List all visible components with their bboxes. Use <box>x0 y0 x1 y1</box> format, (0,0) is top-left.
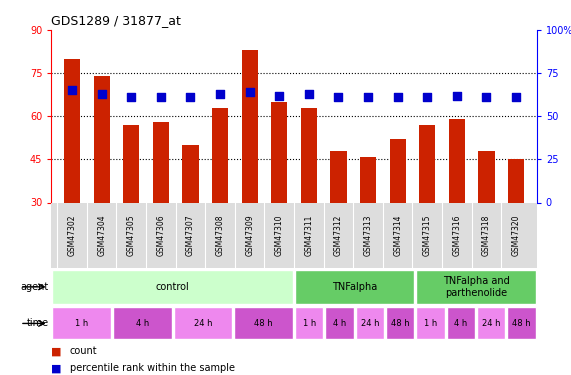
Text: 4 h: 4 h <box>333 319 346 328</box>
Bar <box>182 145 199 202</box>
Bar <box>508 308 536 339</box>
Text: GSM47313: GSM47313 <box>364 214 372 256</box>
Text: 1 h: 1 h <box>303 319 316 328</box>
Bar <box>113 308 172 339</box>
Text: TNFalpha and
parthenolide: TNFalpha and parthenolide <box>443 276 509 298</box>
Bar <box>447 308 475 339</box>
Text: GSM47312: GSM47312 <box>334 214 343 256</box>
Text: 48 h: 48 h <box>512 319 531 328</box>
Bar <box>242 50 258 202</box>
Bar <box>386 308 415 339</box>
Point <box>512 94 521 100</box>
Text: time: time <box>26 318 49 328</box>
Bar <box>449 119 465 202</box>
Point <box>334 94 343 100</box>
Bar <box>295 270 415 304</box>
Text: 1 h: 1 h <box>75 319 89 328</box>
Bar <box>325 308 354 339</box>
Bar <box>94 76 110 202</box>
Text: 48 h: 48 h <box>255 319 273 328</box>
Text: control: control <box>156 282 190 292</box>
Bar <box>508 159 524 202</box>
Point <box>156 94 166 100</box>
Text: GSM47307: GSM47307 <box>186 214 195 256</box>
Point <box>482 94 491 100</box>
Bar <box>301 108 317 202</box>
Point <box>215 91 224 97</box>
Bar <box>64 59 81 202</box>
Text: GDS1289 / 31877_at: GDS1289 / 31877_at <box>51 15 181 27</box>
Text: GSM47305: GSM47305 <box>127 214 136 256</box>
Bar <box>271 102 287 202</box>
Text: 1 h: 1 h <box>424 319 437 328</box>
Bar <box>330 151 347 202</box>
Text: TNFalpha: TNFalpha <box>332 282 377 292</box>
Bar <box>416 270 536 304</box>
Bar <box>477 308 505 339</box>
Bar <box>53 270 293 304</box>
Text: 4 h: 4 h <box>136 319 149 328</box>
Text: GSM47304: GSM47304 <box>97 214 106 256</box>
Text: GSM47320: GSM47320 <box>512 214 521 256</box>
Text: 24 h: 24 h <box>361 319 379 328</box>
Text: 48 h: 48 h <box>391 319 409 328</box>
Text: 24 h: 24 h <box>194 319 212 328</box>
Point <box>127 94 136 100</box>
Bar <box>389 139 406 202</box>
Point <box>364 94 373 100</box>
Text: ■: ■ <box>51 363 62 373</box>
Bar <box>212 108 228 202</box>
Bar <box>360 156 376 203</box>
Text: ■: ■ <box>51 346 62 356</box>
Text: GSM47314: GSM47314 <box>393 214 402 256</box>
Text: GSM47311: GSM47311 <box>304 214 313 256</box>
Point <box>245 89 254 95</box>
Bar <box>234 308 293 339</box>
Point <box>423 94 432 100</box>
Point <box>97 91 106 97</box>
Text: GSM47316: GSM47316 <box>452 214 461 256</box>
Bar <box>174 308 232 339</box>
Point <box>393 94 402 100</box>
Bar <box>123 125 139 202</box>
Point <box>304 91 313 97</box>
Text: GSM47302: GSM47302 <box>67 214 77 256</box>
Bar <box>356 308 384 339</box>
Point <box>275 93 284 99</box>
Bar <box>478 151 494 202</box>
Text: GSM47318: GSM47318 <box>482 214 491 256</box>
Text: agent: agent <box>21 282 49 292</box>
Text: GSM47315: GSM47315 <box>423 214 432 256</box>
Bar <box>153 122 169 202</box>
Text: 4 h: 4 h <box>455 319 468 328</box>
Text: 24 h: 24 h <box>482 319 501 328</box>
Bar <box>419 125 435 202</box>
Bar <box>53 308 111 339</box>
Text: GSM47306: GSM47306 <box>156 214 166 256</box>
Text: count: count <box>70 346 97 356</box>
Bar <box>295 308 323 339</box>
Text: GSM47308: GSM47308 <box>216 214 224 256</box>
Point <box>186 94 195 100</box>
Point <box>67 87 77 93</box>
Text: percentile rank within the sample: percentile rank within the sample <box>70 363 235 373</box>
Text: GSM47309: GSM47309 <box>245 214 254 256</box>
Point <box>452 93 461 99</box>
Bar <box>416 308 445 339</box>
Text: GSM47310: GSM47310 <box>275 214 284 256</box>
